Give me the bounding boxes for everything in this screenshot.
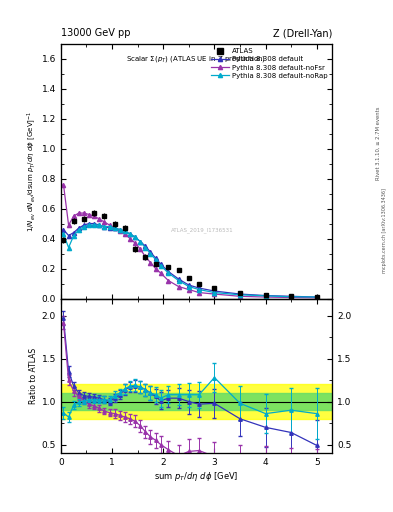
- Text: ATLAS_2019_I1736531: ATLAS_2019_I1736531: [171, 227, 233, 232]
- Text: 13000 GeV pp: 13000 GeV pp: [61, 28, 130, 38]
- Text: Scalar $\Sigma(p_T)$ (ATLAS UE in Z production): Scalar $\Sigma(p_T)$ (ATLAS UE in Z prod…: [127, 54, 266, 63]
- Y-axis label: Ratio to ATLAS: Ratio to ATLAS: [29, 348, 37, 404]
- Text: mcplots.cern.ch [arXiv:1306.3436]: mcplots.cern.ch [arXiv:1306.3436]: [382, 188, 387, 273]
- Legend: ATLAS, Pythia 8.308 default, Pythia 8.308 default-noFsr, Pythia 8.308 default-no: ATLAS, Pythia 8.308 default, Pythia 8.30…: [210, 47, 329, 80]
- Y-axis label: $1/N_{ev}\ dN_{ev}/\mathrm{dsum}\ p_T/d\eta\ d\phi\ [\mathrm{GeV}]^{-1}$: $1/N_{ev}\ dN_{ev}/\mathrm{dsum}\ p_T/d\…: [25, 110, 37, 232]
- Text: Rivet 3.1.10, ≥ 2.7M events: Rivet 3.1.10, ≥ 2.7M events: [376, 106, 380, 180]
- Bar: [61, 393, 332, 410]
- Bar: [61, 385, 332, 419]
- Text: Z (Drell-Yan): Z (Drell-Yan): [273, 28, 332, 38]
- X-axis label: sum $p_T/d\eta\ d\phi$ [GeV]: sum $p_T/d\eta\ d\phi$ [GeV]: [154, 470, 239, 483]
